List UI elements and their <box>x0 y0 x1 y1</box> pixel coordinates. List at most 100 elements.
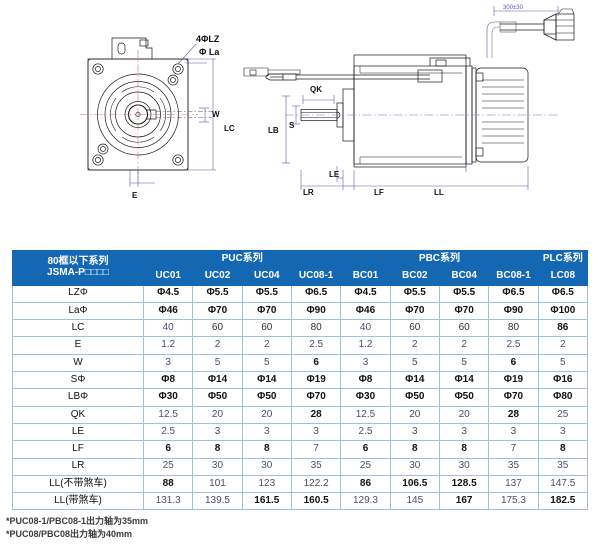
cell: Φ5.5 <box>241 284 292 303</box>
table-row: LaΦ Φ46 Φ70 Φ70 Φ90 Φ46 Φ70 Φ70 Φ90 Φ100 <box>12 301 589 321</box>
cell: Φ8 <box>142 371 194 390</box>
cell: 2 <box>537 336 589 355</box>
cell: Φ70 <box>192 301 243 321</box>
cell: 60 <box>438 319 490 338</box>
table-corner-header: 80框以下系列 JSMA-P□□□□ <box>12 250 144 286</box>
row-label: LaΦ <box>12 301 144 321</box>
cell: 8 <box>537 440 589 459</box>
table-body: LZΦ Φ4.5 Φ5.5 Φ5.5 Φ6.5 Φ4.5 Φ5.5 Φ5.5 Φ6.5 Φ6.5 … <box>12 284 589 511</box>
cell: 106.5 <box>389 474 440 494</box>
column-header-bc04: BC04 <box>438 267 490 286</box>
group-header-plc: PLC系列 <box>537 249 589 269</box>
cell: Φ5.5 <box>389 284 440 303</box>
cell: Φ50 <box>241 388 292 407</box>
cell: 12.5 <box>142 405 194 424</box>
cable-connector <box>486 6 575 58</box>
cell: Φ16 <box>537 371 589 390</box>
cell: Φ80 <box>537 388 589 407</box>
cell: 2 <box>241 336 292 355</box>
label-shaft-diameter: S <box>289 121 295 130</box>
column-header-bc01: BC01 <box>340 267 391 286</box>
row-label: QK <box>12 405 144 424</box>
cell: Φ4.5 <box>142 284 194 303</box>
cell: 2 <box>389 336 440 355</box>
corner-line-2: JSMA-P□□□□ <box>47 266 109 278</box>
cell: Φ46 <box>340 301 391 321</box>
table-head: 80框以下系列 JSMA-P□□□□ PUC系列 PBC系列 PLC系列 UC0… <box>12 249 589 286</box>
table-row: E 1.2 2 2 2.5 1.2 2 2 2.5 2 <box>12 336 589 355</box>
cell: 2.5 <box>340 422 391 442</box>
label-shaft-length: LR <box>303 188 314 197</box>
cell: Φ6.5 <box>537 284 589 303</box>
cell: Φ46 <box>142 301 194 321</box>
cell: 160.5 <box>290 492 342 511</box>
table-head-row-groups: 80框以下系列 JSMA-P□□□□ PUC系列 PBC系列 PLC系列 <box>12 249 589 286</box>
cell: 147.5 <box>537 474 589 494</box>
label-bolt-holes: 4ΦLZ <box>196 34 220 44</box>
cell: 131.3 <box>142 492 194 511</box>
row-label: LR <box>12 457 144 476</box>
column-header-uc08-1: UC08-1 <box>290 267 342 286</box>
cell: 25 <box>142 457 194 476</box>
row-label: LZΦ <box>12 284 144 303</box>
cell: Φ70 <box>438 301 490 321</box>
cell: Φ50 <box>192 388 243 407</box>
cell: 139.5 <box>192 492 243 511</box>
cell: 3 <box>438 422 490 442</box>
table-row: QK 12.5 20 20 28 12.5 20 20 28 25 <box>12 405 589 424</box>
row-label: LC <box>12 319 144 338</box>
front-view <box>87 37 212 171</box>
cell: 8 <box>438 440 490 459</box>
cell: 5 <box>241 353 292 373</box>
column-header-lc08: LC08 <box>537 267 589 286</box>
cell: Φ70 <box>241 301 292 321</box>
cell: Φ5.5 <box>438 284 490 303</box>
column-header-uc02: UC02 <box>192 267 243 286</box>
cell: Φ6.5 <box>290 284 342 303</box>
cell: 35 <box>488 457 539 476</box>
column-header-bc02: BC02 <box>389 267 440 286</box>
cell: 86 <box>537 319 589 338</box>
cell: 101 <box>192 474 243 494</box>
row-label: LF <box>12 440 144 459</box>
cell: Φ100 <box>537 301 589 321</box>
cell: 145 <box>389 492 440 511</box>
row-label: LBΦ <box>12 388 144 407</box>
label-flange-size: LC <box>224 124 235 133</box>
cell: 3 <box>290 422 342 442</box>
label-edge: E <box>132 191 138 200</box>
cell: 40 <box>142 319 194 338</box>
cell: Φ70 <box>488 388 539 407</box>
specification-table-wrapper: 80框以下系列 JSMA-P□□□□ PUC系列 PBC系列 PLC系列 UC0… <box>12 249 589 511</box>
row-label: W <box>12 353 144 373</box>
cell: 6 <box>290 353 342 373</box>
technical-drawing: 300±30 4ΦLZ Φ La W LC E QK S LB LE LF LR… <box>0 0 600 238</box>
column-header-bc08-1: BC08-1 <box>488 267 539 286</box>
cell: 161.5 <box>241 492 292 511</box>
cell: 8 <box>389 440 440 459</box>
cell: 7 <box>290 440 342 459</box>
column-header-uc01: UC01 <box>142 267 194 286</box>
table-row: LE 2.5 3 3 3 2.5 3 3 3 3 <box>12 422 589 442</box>
footnote-2: *PUC08/PBC08出力轴为40mm <box>6 529 133 540</box>
cell: 1.2 <box>340 336 391 355</box>
side-view <box>265 54 529 168</box>
cell: 80 <box>488 319 539 338</box>
cell: 128.5 <box>438 474 490 494</box>
cell: 137 <box>488 474 539 494</box>
cell: 40 <box>340 319 391 338</box>
table-head-row-columns: UC01 UC02 UC04 UC08-1 BC01 BC02 BC04 BC0… <box>13 267 589 286</box>
cell: 129.3 <box>340 492 391 511</box>
cell: 35 <box>290 457 342 476</box>
cell: 80 <box>290 319 342 338</box>
cell: 30 <box>438 457 490 476</box>
cell: 28 <box>290 405 342 424</box>
cell: Φ5.5 <box>192 284 243 303</box>
cell: 182.5 <box>537 492 589 511</box>
cell: 1.2 <box>142 336 194 355</box>
cell: 3 <box>142 353 194 373</box>
cell: 3 <box>241 422 292 442</box>
cell: 5 <box>438 353 490 373</box>
row-label: LL(不带煞车) <box>12 474 144 494</box>
